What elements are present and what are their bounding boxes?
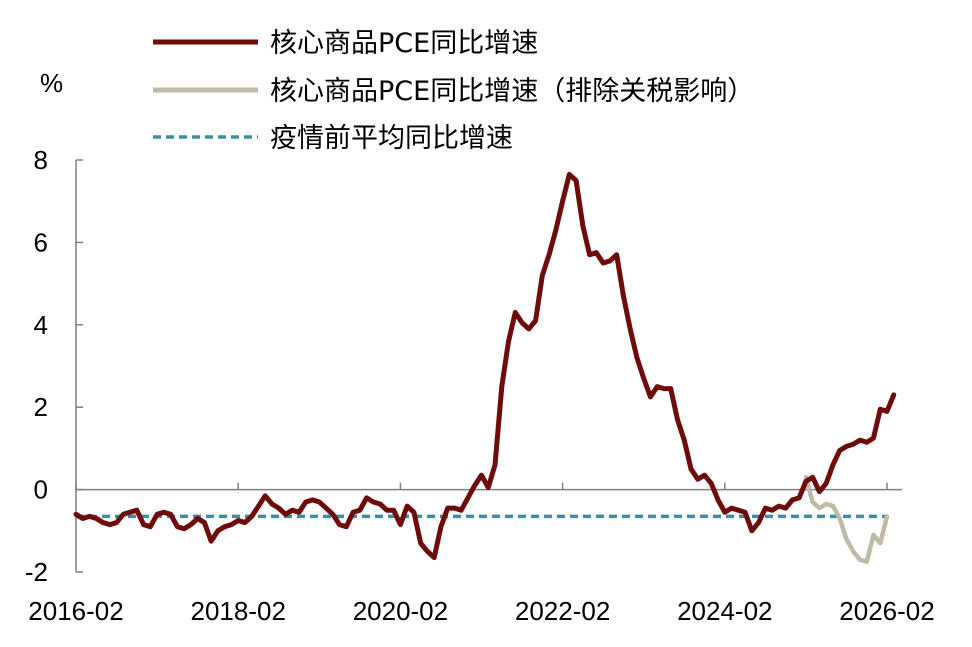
y-tick-label: -2: [25, 557, 48, 587]
x-tick-label: 2026-02: [839, 596, 934, 626]
y-axis-unit-label: %: [40, 68, 63, 98]
plot-area: [73, 171, 897, 564]
y-tick-label: 4: [34, 310, 48, 340]
x-tick-label: 2016-02: [28, 596, 123, 626]
x-tick-label: 2020-02: [353, 596, 448, 626]
x-tick-label: 2018-02: [190, 596, 285, 626]
series-line-core-goods: [73, 171, 897, 561]
y-tick-label: 8: [34, 145, 48, 175]
legend-label-ex-tariff: 核心商品PCE同比增速（排除关税影响）: [270, 76, 754, 107]
series-line-ex-tariff: [803, 474, 890, 564]
x-tick-label: 2024-02: [677, 596, 772, 626]
legend-label-pre-pandemic: 疫情前平均同比增速: [270, 123, 513, 154]
x-tick-label: 2022-02: [515, 596, 610, 626]
y-tick-label: 0: [34, 475, 48, 505]
y-tick-label: 2: [34, 392, 48, 422]
axes: 8 6 4 2 0 -2 2016-02 2018-02 2020-02 2022-02 2024-…: [25, 145, 935, 626]
y-tick-label: 6: [34, 227, 48, 257]
legend-label-core-goods: 核心商品PCE同比增速: [270, 28, 538, 59]
